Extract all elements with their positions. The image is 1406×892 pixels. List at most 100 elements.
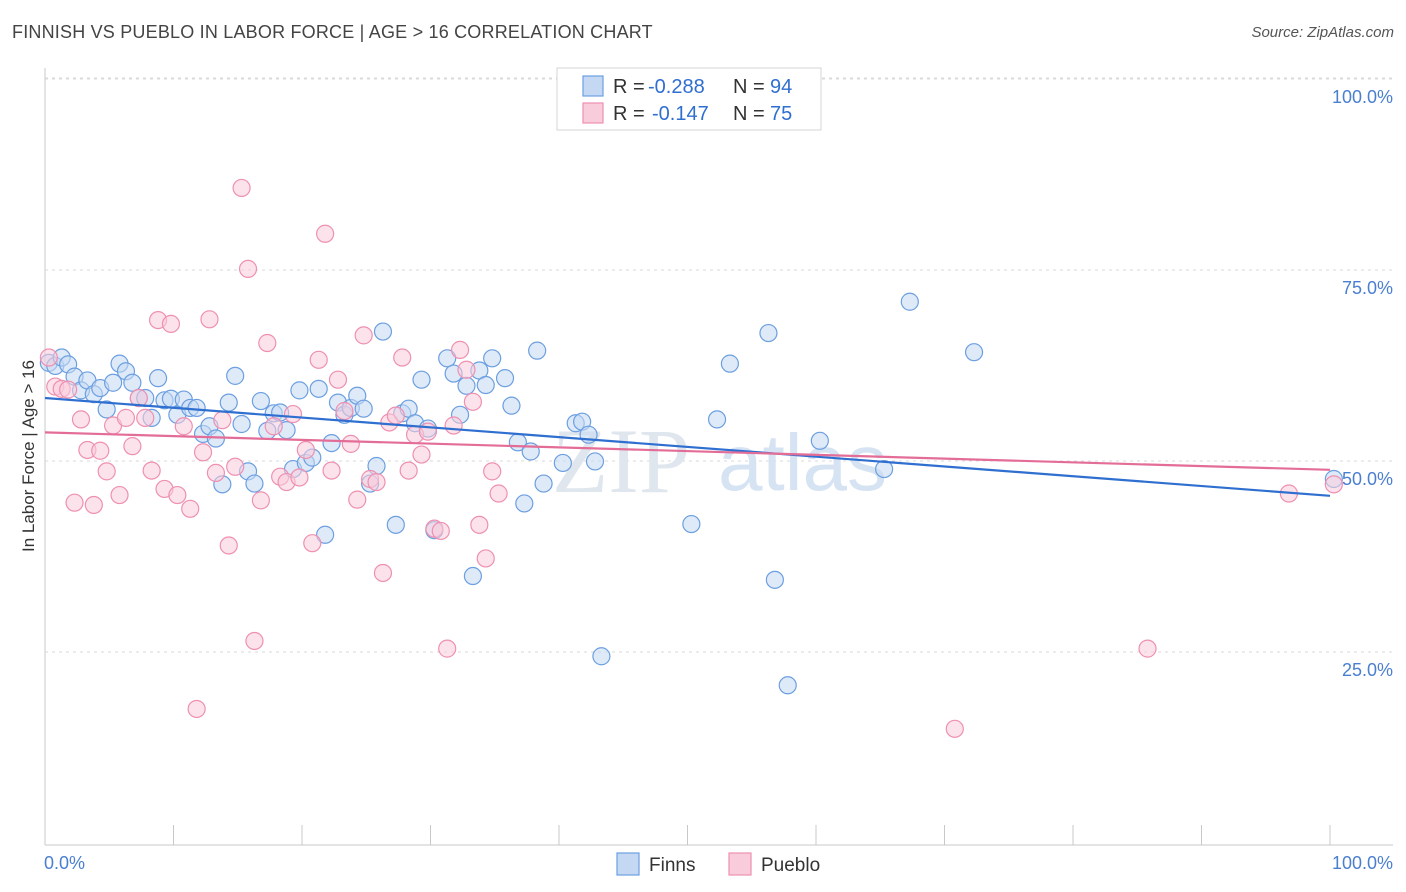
legend-n-value-pueblo: 75	[770, 103, 792, 125]
pueblo-point-71	[945, 719, 964, 738]
legend-swatch-finns	[582, 75, 604, 97]
pueblo-point-0	[39, 348, 58, 367]
pueblo-point-24	[193, 443, 213, 462]
pueblo-point-58	[412, 445, 431, 464]
pueblo-point-11	[110, 485, 129, 505]
series-pueblo-points	[39, 178, 1343, 738]
trend-line-finns	[44, 396, 1331, 497]
pueblo-point-26	[206, 463, 226, 482]
pueblo-point-52	[373, 563, 393, 583]
pueblo-point-64	[450, 340, 470, 359]
gridlines	[45, 77, 1393, 653]
pueblo-point-4	[65, 493, 84, 512]
finns-point-85	[765, 570, 784, 589]
pueblo-point-25	[200, 310, 219, 329]
pueblo-point-34	[258, 333, 277, 353]
finns-point-32	[245, 474, 264, 493]
bottom-legend: Finns Pueblo	[616, 852, 820, 876]
pueblo-point-46	[335, 401, 354, 421]
legend-r-label-finns: R =	[613, 76, 645, 98]
pueblo-point-33	[251, 491, 270, 510]
finns-point-83	[720, 354, 740, 373]
chart-title: FINNISH VS PUEBLO IN LABOR FORCE | AGE >…	[12, 22, 653, 42]
legend-r-value-pueblo: -0.147	[652, 103, 709, 125]
pueblo-point-65	[457, 360, 476, 379]
finns-point-44	[322, 433, 341, 453]
finns-point-82	[707, 410, 727, 429]
pueblo-point-38	[283, 404, 303, 424]
pueblo-point-51	[367, 472, 386, 492]
finns-point-89	[900, 292, 919, 311]
finns-point-28	[219, 393, 238, 412]
pueblo-point-5	[71, 410, 91, 429]
finns-point-84	[759, 323, 778, 343]
pueblo-point-43	[316, 224, 335, 243]
pueblo-point-41	[303, 534, 322, 553]
pueblo-point-62	[438, 639, 457, 658]
pueblo-point-67	[470, 515, 489, 534]
finns-point-75	[553, 453, 572, 473]
y-tick-labels: 100.0% 75.0% 50.0% 25.0%	[1332, 87, 1393, 680]
pueblo-point-23	[187, 699, 206, 719]
legend-box: R = -0.288 N = 94 R = -0.147 N = 75	[556, 67, 822, 131]
pueblo-point-44	[322, 461, 341, 480]
finns-point-57	[412, 370, 431, 389]
finns-point-80	[592, 647, 611, 666]
finns-point-43	[316, 525, 335, 544]
pueblo-point-30	[232, 178, 251, 198]
pueblo-point-29	[226, 457, 245, 476]
finns-point-53	[386, 515, 405, 534]
finns-point-30	[232, 414, 251, 434]
pueblo-point-28	[219, 536, 238, 555]
finns-point-10	[104, 373, 123, 392]
pueblo-point-14	[129, 388, 148, 408]
finns-point-66	[476, 375, 495, 395]
finns-point-90	[964, 343, 984, 362]
finns-point-68	[495, 369, 515, 388]
finns-point-87	[810, 431, 829, 450]
pueblo-point-72	[1138, 639, 1157, 658]
pueblo-point-16	[142, 461, 161, 480]
pueblo-point-19	[161, 314, 181, 334]
pueblo-point-47	[341, 434, 360, 453]
pueblo-point-54	[386, 406, 405, 425]
pueblo-point-55	[393, 348, 412, 367]
finns-point-71	[515, 494, 534, 513]
y-tick-label-100: 100.0%	[1332, 87, 1393, 107]
finns-point-29	[226, 366, 245, 385]
pueblo-point-9	[97, 462, 116, 481]
pueblo-point-7	[84, 495, 103, 515]
finns-point-81	[682, 514, 701, 534]
pueblo-point-35	[264, 417, 283, 436]
pueblo-point-63	[444, 416, 463, 435]
pueblo-point-48	[348, 490, 367, 509]
trend-line-pueblo	[44, 431, 1331, 471]
legend-r-label-pueblo: R =	[613, 103, 645, 125]
pueblo-point-21	[174, 417, 193, 436]
pueblo-point-69	[483, 462, 502, 481]
pueblo-point-68	[476, 549, 495, 568]
pueblo-point-3	[59, 380, 78, 399]
legend-swatch-pueblo	[582, 102, 604, 124]
pueblo-point-27	[213, 411, 232, 430]
pueblo-point-22	[181, 499, 200, 518]
finns-point-64	[463, 566, 483, 586]
finns-point-67	[483, 349, 502, 368]
pueblo-point-49	[354, 326, 373, 345]
finns-point-74	[534, 474, 553, 493]
legend-r-value-finns: -0.288	[648, 76, 705, 98]
pueblo-point-70	[489, 484, 508, 503]
pueblo-point-61	[431, 521, 450, 541]
pueblo-point-74	[1324, 475, 1343, 494]
bottom-legend-swatch-finns	[616, 852, 640, 876]
pueblo-point-45	[328, 370, 348, 389]
finns-point-42	[309, 379, 328, 398]
y-tick-label-25: 25.0%	[1342, 660, 1393, 680]
pueblo-point-66	[463, 392, 483, 411]
finns-point-69	[502, 396, 521, 415]
source-label: Source: ZipAtlas.com	[1251, 24, 1394, 41]
finns-point-33	[251, 391, 270, 411]
legend-n-label-finns: N =	[733, 76, 765, 98]
pueblo-point-32	[245, 631, 264, 651]
